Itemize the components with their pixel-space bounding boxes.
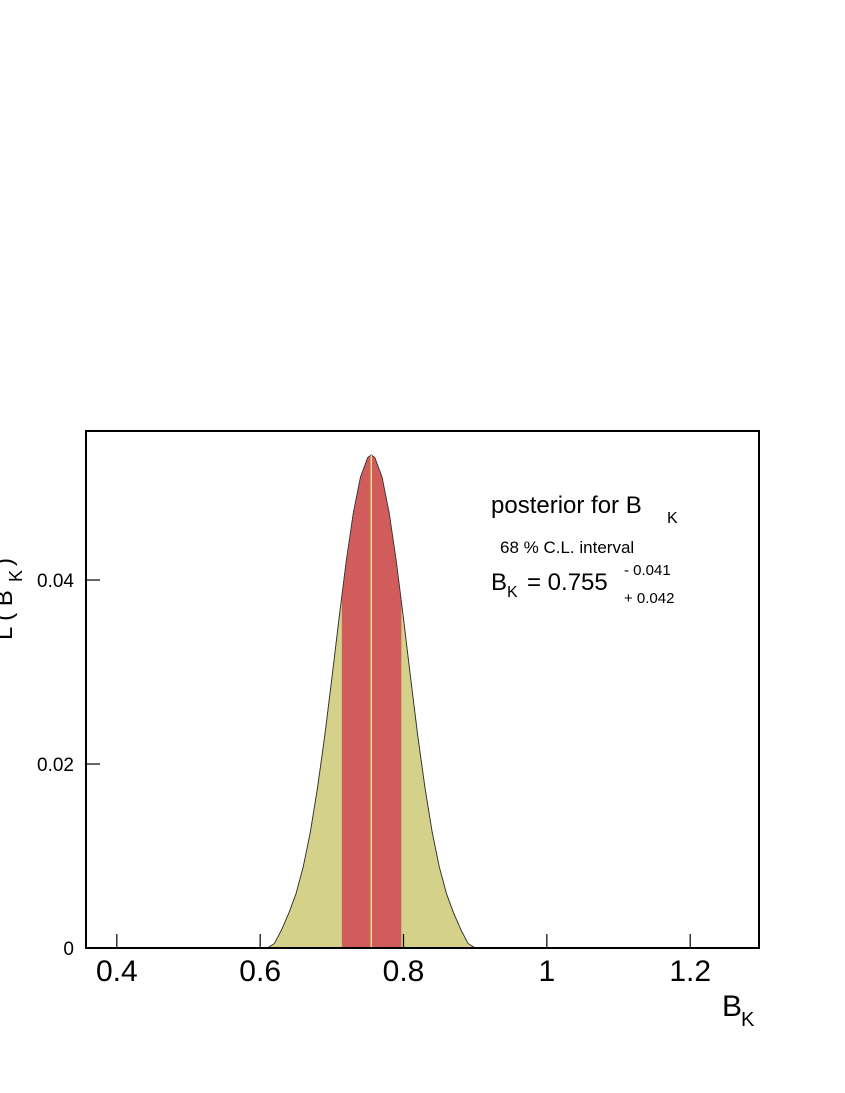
posterior-outline (267, 454, 476, 949)
x-axis-label-sub: K (741, 1009, 755, 1031)
y-tick-label: 0 (63, 939, 74, 960)
annotation-title-sub: K (667, 510, 678, 527)
x-tick-label: 1 (539, 955, 556, 988)
y-axis-label: L ( B K ) (0, 558, 26, 640)
x-axis-label: B (722, 990, 742, 1023)
y-axis-label-sub: K (6, 570, 26, 582)
y-axis-label-main: L ( B (0, 590, 18, 640)
annotation-interval: 68 % C.L. interval (500, 538, 634, 557)
annotation-result-sub: K (507, 584, 518, 601)
plot-area (265, 454, 477, 949)
x-tick-label: 1.2 (669, 955, 711, 988)
annotation-title: posterior for B (491, 492, 642, 519)
y-tick-label: 0.02 (37, 755, 74, 776)
annotation-result: B (491, 569, 507, 596)
plot-frame (85, 430, 760, 949)
annotation-minus: - 0.041 (624, 562, 671, 579)
x-tick-label: 0.8 (383, 955, 425, 988)
annotation-plus: + 0.042 (624, 590, 674, 607)
x-tick-label: 0.4 (96, 955, 138, 988)
y-axis-label-end: ) (0, 558, 18, 566)
y-tick-label: 0.04 (37, 571, 74, 592)
annotation-result-value: = 0.755 (527, 569, 608, 596)
x-tick-label: 0.6 (239, 955, 281, 988)
